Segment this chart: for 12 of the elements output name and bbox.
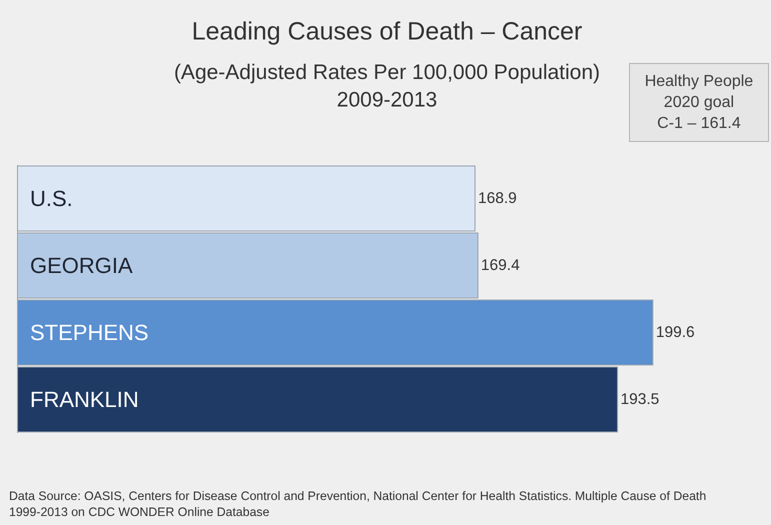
data-label: 193.5 (620, 391, 660, 408)
chart-subtitle: (Age-Adjusted Rates Per 100,000 Population) 2009-2013 (174, 61, 600, 112)
y-tick-label: GEORGIA (30, 253, 134, 278)
chart-title: Leading Causes of Death – Cancer (192, 18, 582, 46)
data-label: 168.9 (478, 190, 517, 208)
y-tick-label: U.S. (30, 186, 73, 211)
data-label: 199.6 (656, 324, 695, 342)
text: Healthy People 2020 goal C-1 – 161.4 (644, 73, 754, 132)
y-tick-label: FRANKLIN (30, 387, 139, 412)
y-tick-label: STEPHENS (30, 320, 149, 345)
source-note: Data Source: OASIS, Centers for Disease Control and Prevention, National Center for Health Statistics. Multiple Cause of Death 1999-2013 on CDC WONDER Online Database (9, 489, 706, 519)
data-label: 169.4 (480, 257, 520, 274)
